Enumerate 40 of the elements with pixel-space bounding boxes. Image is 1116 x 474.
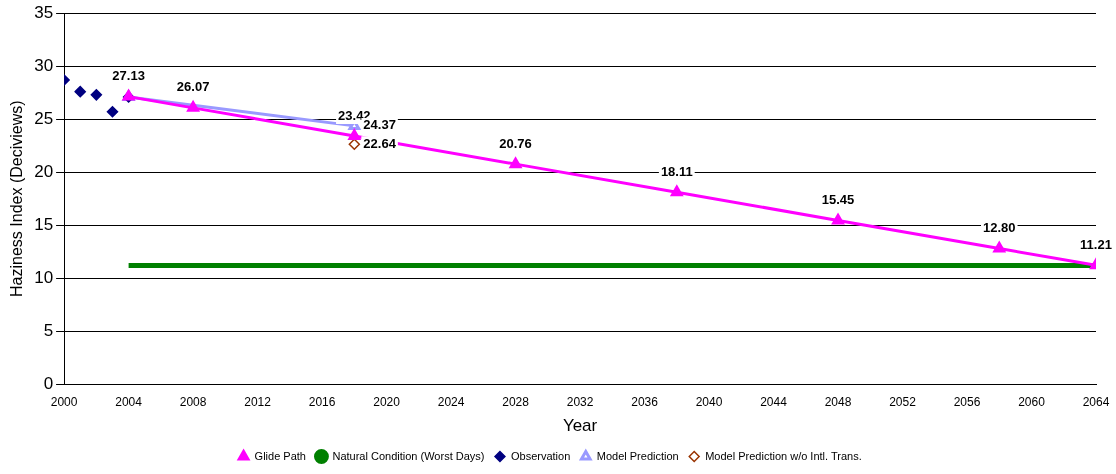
- y-tick-label: 0: [43, 373, 54, 393]
- data-label: 22.64: [363, 135, 397, 151]
- x-tick-label: 2044: [760, 394, 788, 409]
- y-tick-label: 15: [34, 214, 54, 234]
- x-tick-label: 2052: [889, 394, 917, 409]
- y-tick-label: 30: [34, 55, 54, 75]
- legend-label: Glide Path: [254, 449, 306, 462]
- data-label: 18.11: [660, 163, 693, 179]
- x-tick-label: 2024: [437, 394, 465, 409]
- x-axis-title: Year: [562, 416, 598, 436]
- x-tick-label: 2064: [1082, 394, 1110, 409]
- x-tick-label: 2012: [244, 394, 272, 409]
- data-label: 20.76: [499, 135, 532, 151]
- data-label: 11.21: [1080, 236, 1112, 252]
- data-label: 12.80: [982, 220, 1016, 236]
- legend-label: Observation: [510, 449, 571, 462]
- x-tick-label: 2000: [50, 394, 78, 409]
- legend-label: Model Prediction w/o Intl. Trans.: [705, 449, 862, 462]
- data-label: 26.07: [176, 79, 210, 95]
- data-label: 27.13: [112, 68, 145, 84]
- x-tick-label: 2056: [953, 394, 981, 409]
- y-tick-label: 20: [34, 161, 54, 181]
- y-axis-title: Haziness Index (Deciviews): [8, 100, 26, 297]
- x-tick-label: 2032: [566, 394, 594, 409]
- x-tick-label: 2004: [115, 394, 143, 409]
- x-tick-label: 2036: [631, 394, 659, 409]
- x-tick-label: 2048: [824, 394, 852, 409]
- x-tick-label: 2016: [308, 394, 336, 409]
- x-tick-label: 2008: [179, 394, 207, 409]
- x-tick-label: 2028: [502, 394, 530, 409]
- y-tick-label: 10: [34, 267, 54, 287]
- legend-label: Model Prediction: [596, 449, 679, 462]
- legend-label: Natural Condition (Worst Days): [332, 449, 485, 462]
- x-tick-label: 2020: [373, 394, 401, 409]
- y-tick-label: 35: [34, 2, 54, 22]
- y-tick-label: 25: [34, 108, 54, 128]
- x-tick-label: 2060: [1018, 394, 1046, 409]
- x-tick-label: 2040: [695, 394, 723, 409]
- data-label: 15.45: [821, 192, 855, 208]
- y-tick-label: 5: [43, 320, 54, 340]
